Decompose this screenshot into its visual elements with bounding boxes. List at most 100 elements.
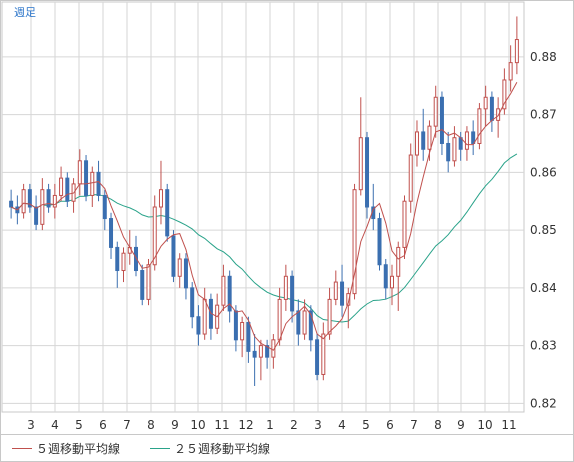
y-tick-label: 0.86 — [530, 165, 557, 179]
candle-body-down — [227, 275, 232, 312]
candle-body-up — [427, 125, 432, 150]
x-tick-label: 9 — [171, 418, 179, 432]
y-tick-label: 0.82 — [530, 396, 557, 410]
x-tick-label: 12 — [238, 418, 253, 432]
candle-body-up — [90, 171, 95, 196]
candle-body-down — [34, 206, 39, 225]
candle-body-down — [190, 287, 195, 318]
candle-body-down — [421, 131, 426, 150]
candle-body-up — [152, 206, 157, 266]
x-tick-label: 8 — [147, 418, 155, 432]
candle-body-down — [27, 189, 32, 208]
candle-body-up — [502, 79, 507, 110]
x-tick-label: 3 — [27, 418, 35, 432]
candle-body-down — [171, 235, 176, 277]
candle-body-up — [346, 293, 351, 306]
plot-area — [1, 1, 525, 413]
candle-body-up — [483, 96, 488, 110]
candle-body-up — [158, 189, 163, 208]
x-tick-label: 7 — [410, 418, 418, 432]
candle-body-down — [446, 142, 451, 162]
y-tick-label: 0.83 — [530, 339, 557, 353]
candle-body-up — [59, 177, 64, 196]
candle-body-up — [352, 189, 357, 295]
candle-body-down — [96, 171, 101, 196]
candle-body-down — [233, 310, 238, 341]
x-tick-label: 5 — [362, 418, 370, 432]
y-tick-label: 0.84 — [530, 281, 557, 295]
candle-body-down — [308, 310, 313, 341]
candle-body-up — [21, 189, 26, 214]
legend-item-ma5: ５週移動平均線 — [12, 440, 120, 456]
candle-body-up — [146, 264, 151, 300]
candle-body-up — [333, 281, 338, 300]
candle-body-down — [383, 264, 388, 289]
x-tick-label: 11 — [214, 418, 229, 432]
candle-body-up — [258, 345, 263, 358]
x-tick-label: 3 — [314, 418, 322, 432]
candle-body-down — [115, 246, 120, 272]
candle-body-down — [252, 350, 257, 358]
candle-body-up — [402, 200, 407, 248]
candle-body-up — [202, 298, 207, 335]
candle-body-up — [414, 131, 419, 156]
candle-body-down — [196, 316, 201, 335]
x-tick-label: 8 — [434, 418, 442, 432]
candle-body-up — [452, 137, 457, 162]
candle-body-up — [477, 108, 482, 144]
candle-body-down — [340, 281, 345, 306]
candle-body-down — [377, 218, 382, 266]
x-tick-label: 2 — [290, 418, 298, 432]
candle-body-up — [390, 275, 394, 289]
candle-body-up — [464, 131, 469, 150]
ma5-line — [10, 82, 518, 351]
candle-body-down — [489, 96, 494, 121]
candle-body-up — [221, 275, 226, 306]
candle-body-up — [321, 333, 326, 375]
x-tick-label: 6 — [386, 418, 394, 432]
y-tick-label: 0.85 — [530, 223, 557, 237]
candle-body-up — [302, 310, 307, 335]
x-tick-label: 4 — [338, 418, 346, 432]
ma25-legend-swatch — [150, 447, 170, 449]
candle-body-down — [84, 160, 89, 196]
candle-body-down — [165, 189, 170, 237]
x-tick-label: 6 — [99, 418, 107, 432]
candle-body-up — [277, 298, 282, 341]
candle-body-down — [140, 270, 145, 300]
x-tick-label: 10 — [190, 418, 205, 432]
y-tick-label: 0.87 — [530, 108, 557, 122]
candle-body-up — [514, 39, 519, 64]
candle-body-down — [102, 194, 107, 220]
candle-body-up — [77, 160, 82, 185]
candle-body-up — [40, 189, 45, 225]
x-tick-label: 9 — [457, 418, 465, 432]
ma25-line — [10, 153, 518, 323]
x-tick-label: 4 — [51, 418, 59, 432]
x-tick-label: 5 — [75, 418, 83, 432]
period-label: 週足 — [14, 6, 36, 19]
y-tick-label: 0.88 — [530, 50, 557, 64]
candle-body-up — [240, 321, 245, 341]
legend-label-ma5: ５週移動平均線 — [36, 441, 121, 456]
legend-label-ma25: ２５週移動平均線 — [174, 441, 271, 456]
ma5-legend-swatch — [12, 447, 32, 449]
candle-body-up — [327, 298, 332, 335]
candle-body-down — [365, 137, 370, 208]
x-tick-label: 7 — [123, 418, 131, 432]
candle-body-down — [65, 177, 70, 202]
candle-body-down — [134, 246, 138, 272]
candle-body-up — [121, 252, 126, 272]
candle-body-down — [265, 345, 270, 358]
candle-body-down — [9, 200, 14, 208]
candle-body-up — [283, 275, 288, 300]
candle-body-down — [183, 258, 188, 289]
x-tick-label: 10 — [477, 418, 492, 432]
candle-body-down — [439, 96, 444, 144]
legend-item-ma25: ２５週移動平均線 — [150, 440, 270, 456]
candle-body-up — [396, 246, 401, 277]
candle-body-down — [315, 339, 320, 375]
x-tick-label: 11 — [501, 418, 516, 432]
